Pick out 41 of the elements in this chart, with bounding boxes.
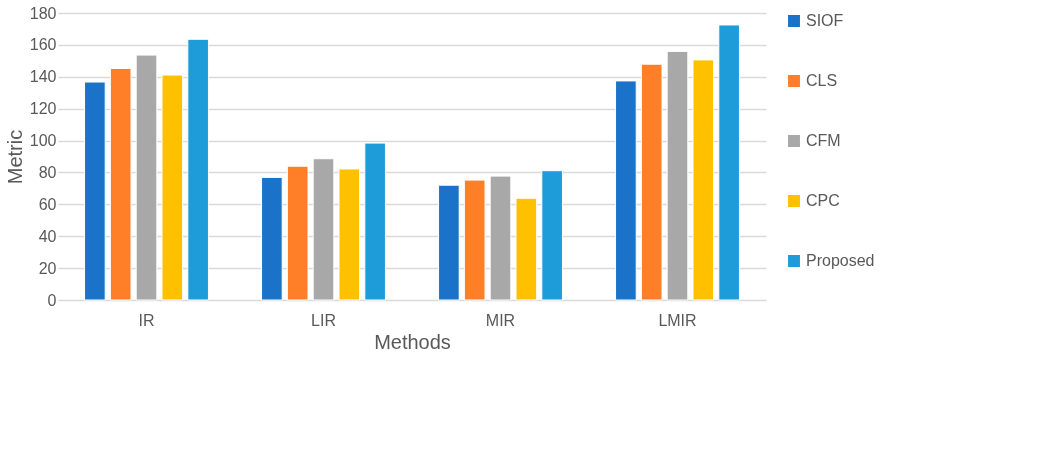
x-tick-label: LIR: [311, 311, 336, 329]
bar: [286, 165, 309, 301]
x-axis-title: Methods: [374, 330, 451, 353]
bar: [541, 170, 563, 301]
y-tick-label: 180: [29, 4, 57, 22]
y-tick-label: 60: [38, 195, 57, 213]
y-tick-label: 100: [29, 132, 57, 150]
bar: [109, 67, 132, 301]
bar: [463, 179, 486, 301]
y-tick-label: 40: [38, 227, 57, 245]
bar: [666, 50, 689, 301]
bar: [640, 63, 663, 301]
bar: [515, 197, 538, 301]
bar: [718, 24, 740, 301]
bar: [438, 184, 460, 301]
y-axis-title: Metric: [3, 129, 26, 185]
bar: [261, 176, 283, 301]
y-tick-label: 140: [29, 68, 57, 86]
bar: [692, 59, 715, 301]
bar: [615, 80, 637, 301]
bar: [312, 158, 335, 301]
x-tick-label: MIR: [485, 311, 516, 329]
legend-label: CFM: [806, 132, 841, 149]
legend-label: SIOF: [806, 12, 844, 29]
x-tick-label: LMIR: [658, 311, 697, 329]
y-tick-label: 160: [29, 36, 57, 54]
y-tick-label: 80: [38, 163, 57, 181]
bar: [489, 175, 512, 301]
bar: [135, 54, 158, 301]
bar: [187, 38, 209, 301]
bar: [84, 81, 106, 301]
y-tick-label: 120: [29, 100, 57, 118]
legend-label: Proposed: [806, 252, 875, 269]
x-tick-label: IR: [138, 311, 155, 329]
bar: [338, 168, 361, 301]
bar: [364, 142, 386, 301]
legend-label: CPC: [806, 192, 840, 209]
y-tick-label: 0: [47, 291, 57, 309]
y-tick-label: 20: [38, 259, 57, 277]
legend-label: CLS: [806, 72, 838, 89]
bar: [161, 74, 184, 301]
